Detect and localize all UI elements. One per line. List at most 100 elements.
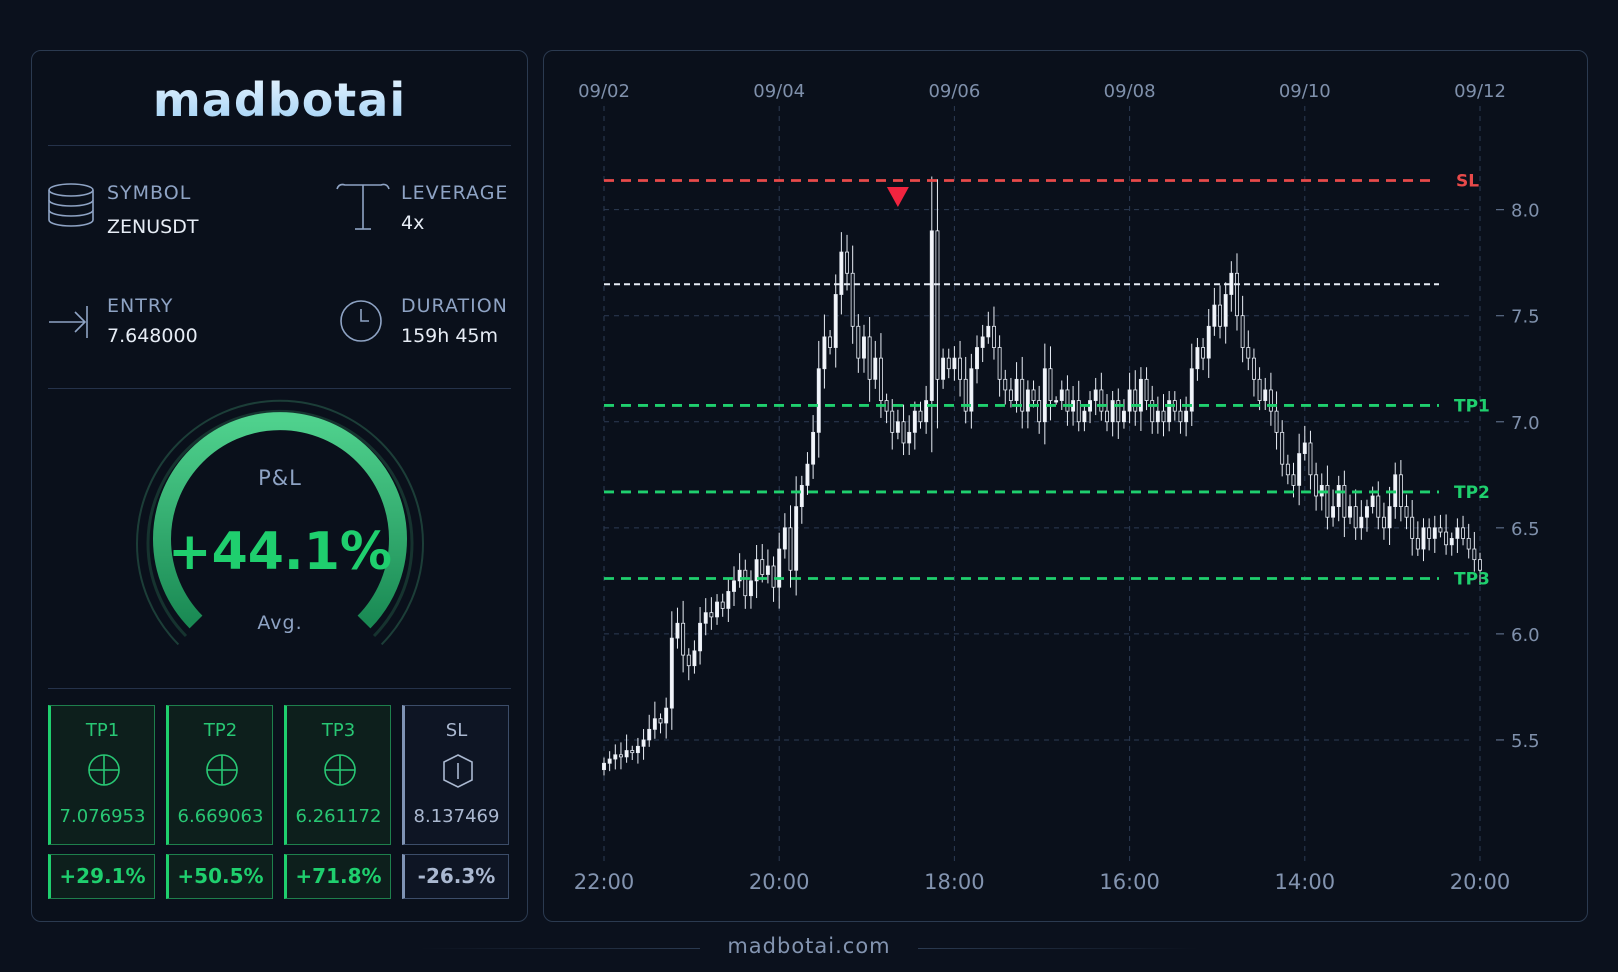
x-time-tick-label: 16:00 [1099,870,1160,894]
candle-body [1336,484,1341,508]
symbol-field: SYMBOL ZENUSDT [47,181,267,241]
crosshair-icon [324,754,356,786]
candle-body [1404,506,1409,518]
sl-pct-badge: -26.3% [402,854,509,899]
candle-body [782,527,787,550]
x-date-tick-label: 09/12 [1454,81,1506,102]
tp1-name: TP1 [85,720,120,741]
y-tick-label: 7.0 [1511,413,1540,434]
candle-body [1432,527,1437,539]
candle-body [1116,400,1121,423]
candle-body [664,707,669,724]
candle-body [1110,400,1115,423]
candle-body [1240,315,1245,348]
candle-body [969,368,974,412]
candle-body [1461,527,1465,539]
candle-body [1427,527,1432,539]
candle-body [765,565,770,575]
shield-icon [443,754,473,788]
candle-body [1223,294,1228,327]
candle-body [1099,389,1104,412]
candle-body [1093,389,1098,401]
x-date-tick-label: 09/06 [928,81,980,102]
database-icon [48,183,94,227]
tp2-level-label: TP2 [1454,483,1490,503]
candle-body [1042,368,1047,423]
candle-body [1381,516,1386,529]
candle-body [1353,506,1358,529]
candle-body [1065,389,1070,412]
candle-body [1054,400,1059,403]
candle-body [980,336,985,348]
candle-body [1348,506,1352,518]
y-tick-label: 7.5 [1511,307,1540,328]
candle-body [1133,389,1138,412]
candle-body [1020,378,1025,412]
symbol-label: SYMBOL [107,182,192,204]
candle-body [715,601,719,618]
candle-body [805,463,810,486]
candle-body [1291,474,1296,486]
candle-body [1105,410,1109,423]
candle-body [862,336,866,359]
candle-body [873,357,878,380]
x-date-tick-label: 09/02 [578,81,630,102]
candle-body [1235,272,1239,317]
candle-body [828,336,833,348]
tp3-price: 6.261172 [295,806,382,827]
candle-body [675,622,680,639]
candle-body [1082,410,1087,423]
arrow-right-to-line-icon [49,306,88,338]
candle-body [619,754,623,758]
pnl-sub-label: Avg. [257,612,303,634]
candle-body [941,357,946,380]
candle-body [1212,304,1217,327]
candle-body [1342,484,1347,518]
candle-body [686,654,691,667]
candle-body [1003,378,1008,391]
leverage-label: LEVERAGE [401,182,509,204]
candle-body [1274,410,1279,433]
tp2-price: 6.669063 [177,806,264,827]
candle-body [1376,495,1381,518]
candle-body [726,591,731,609]
candle-body [1150,400,1155,423]
madbotai-logo: madbotai [32,73,527,127]
candle-body [754,559,759,582]
candlestick-chart: 09/02 22:00 09/04 20:00 09/06 18:00 09/08 16:00… [574,81,1540,894]
candle-body [613,754,618,760]
candle-body [669,637,674,709]
candle-body [1478,559,1482,571]
duration-field: DURATION 159h 45m [339,294,529,354]
candle-body [1201,347,1206,359]
candle-body [1144,378,1149,401]
tp3-name: TP3 [321,720,356,741]
candle-body [1037,400,1042,423]
candle-body [986,325,991,338]
sl-name: SL [445,720,468,741]
candle-body [811,431,816,465]
y-tick-label: 5.5 [1511,731,1540,752]
leverage-value: 4x [401,212,425,234]
y-tick-label: 6.0 [1511,625,1540,646]
candle-body [607,758,612,764]
tp3-tile: TP3 6.261172 [284,705,391,845]
tp1-price: 7.076953 [59,806,146,827]
candle-body [1410,516,1415,539]
clock-icon [340,300,382,342]
entry-label: ENTRY [107,295,174,317]
candle-body [771,565,776,588]
candle-body [1263,389,1268,401]
x-date-tick-label: 09/10 [1279,81,1331,102]
candle-body [992,325,996,348]
price-chart-panel: 09/02 22:00 09/04 20:00 09/06 18:00 09/08 16:00… [543,50,1588,922]
leverage-field: LEVERAGE 4x [335,181,525,241]
candle-body [1466,538,1471,550]
candle-body [1325,484,1330,518]
candle-body [890,410,895,433]
sl-tile: SL 8.137469 [402,705,509,845]
y-tick-label: 8.0 [1511,201,1540,222]
candle-body [1308,442,1313,476]
candle-body [1280,431,1285,465]
candle-body [1008,389,1013,401]
